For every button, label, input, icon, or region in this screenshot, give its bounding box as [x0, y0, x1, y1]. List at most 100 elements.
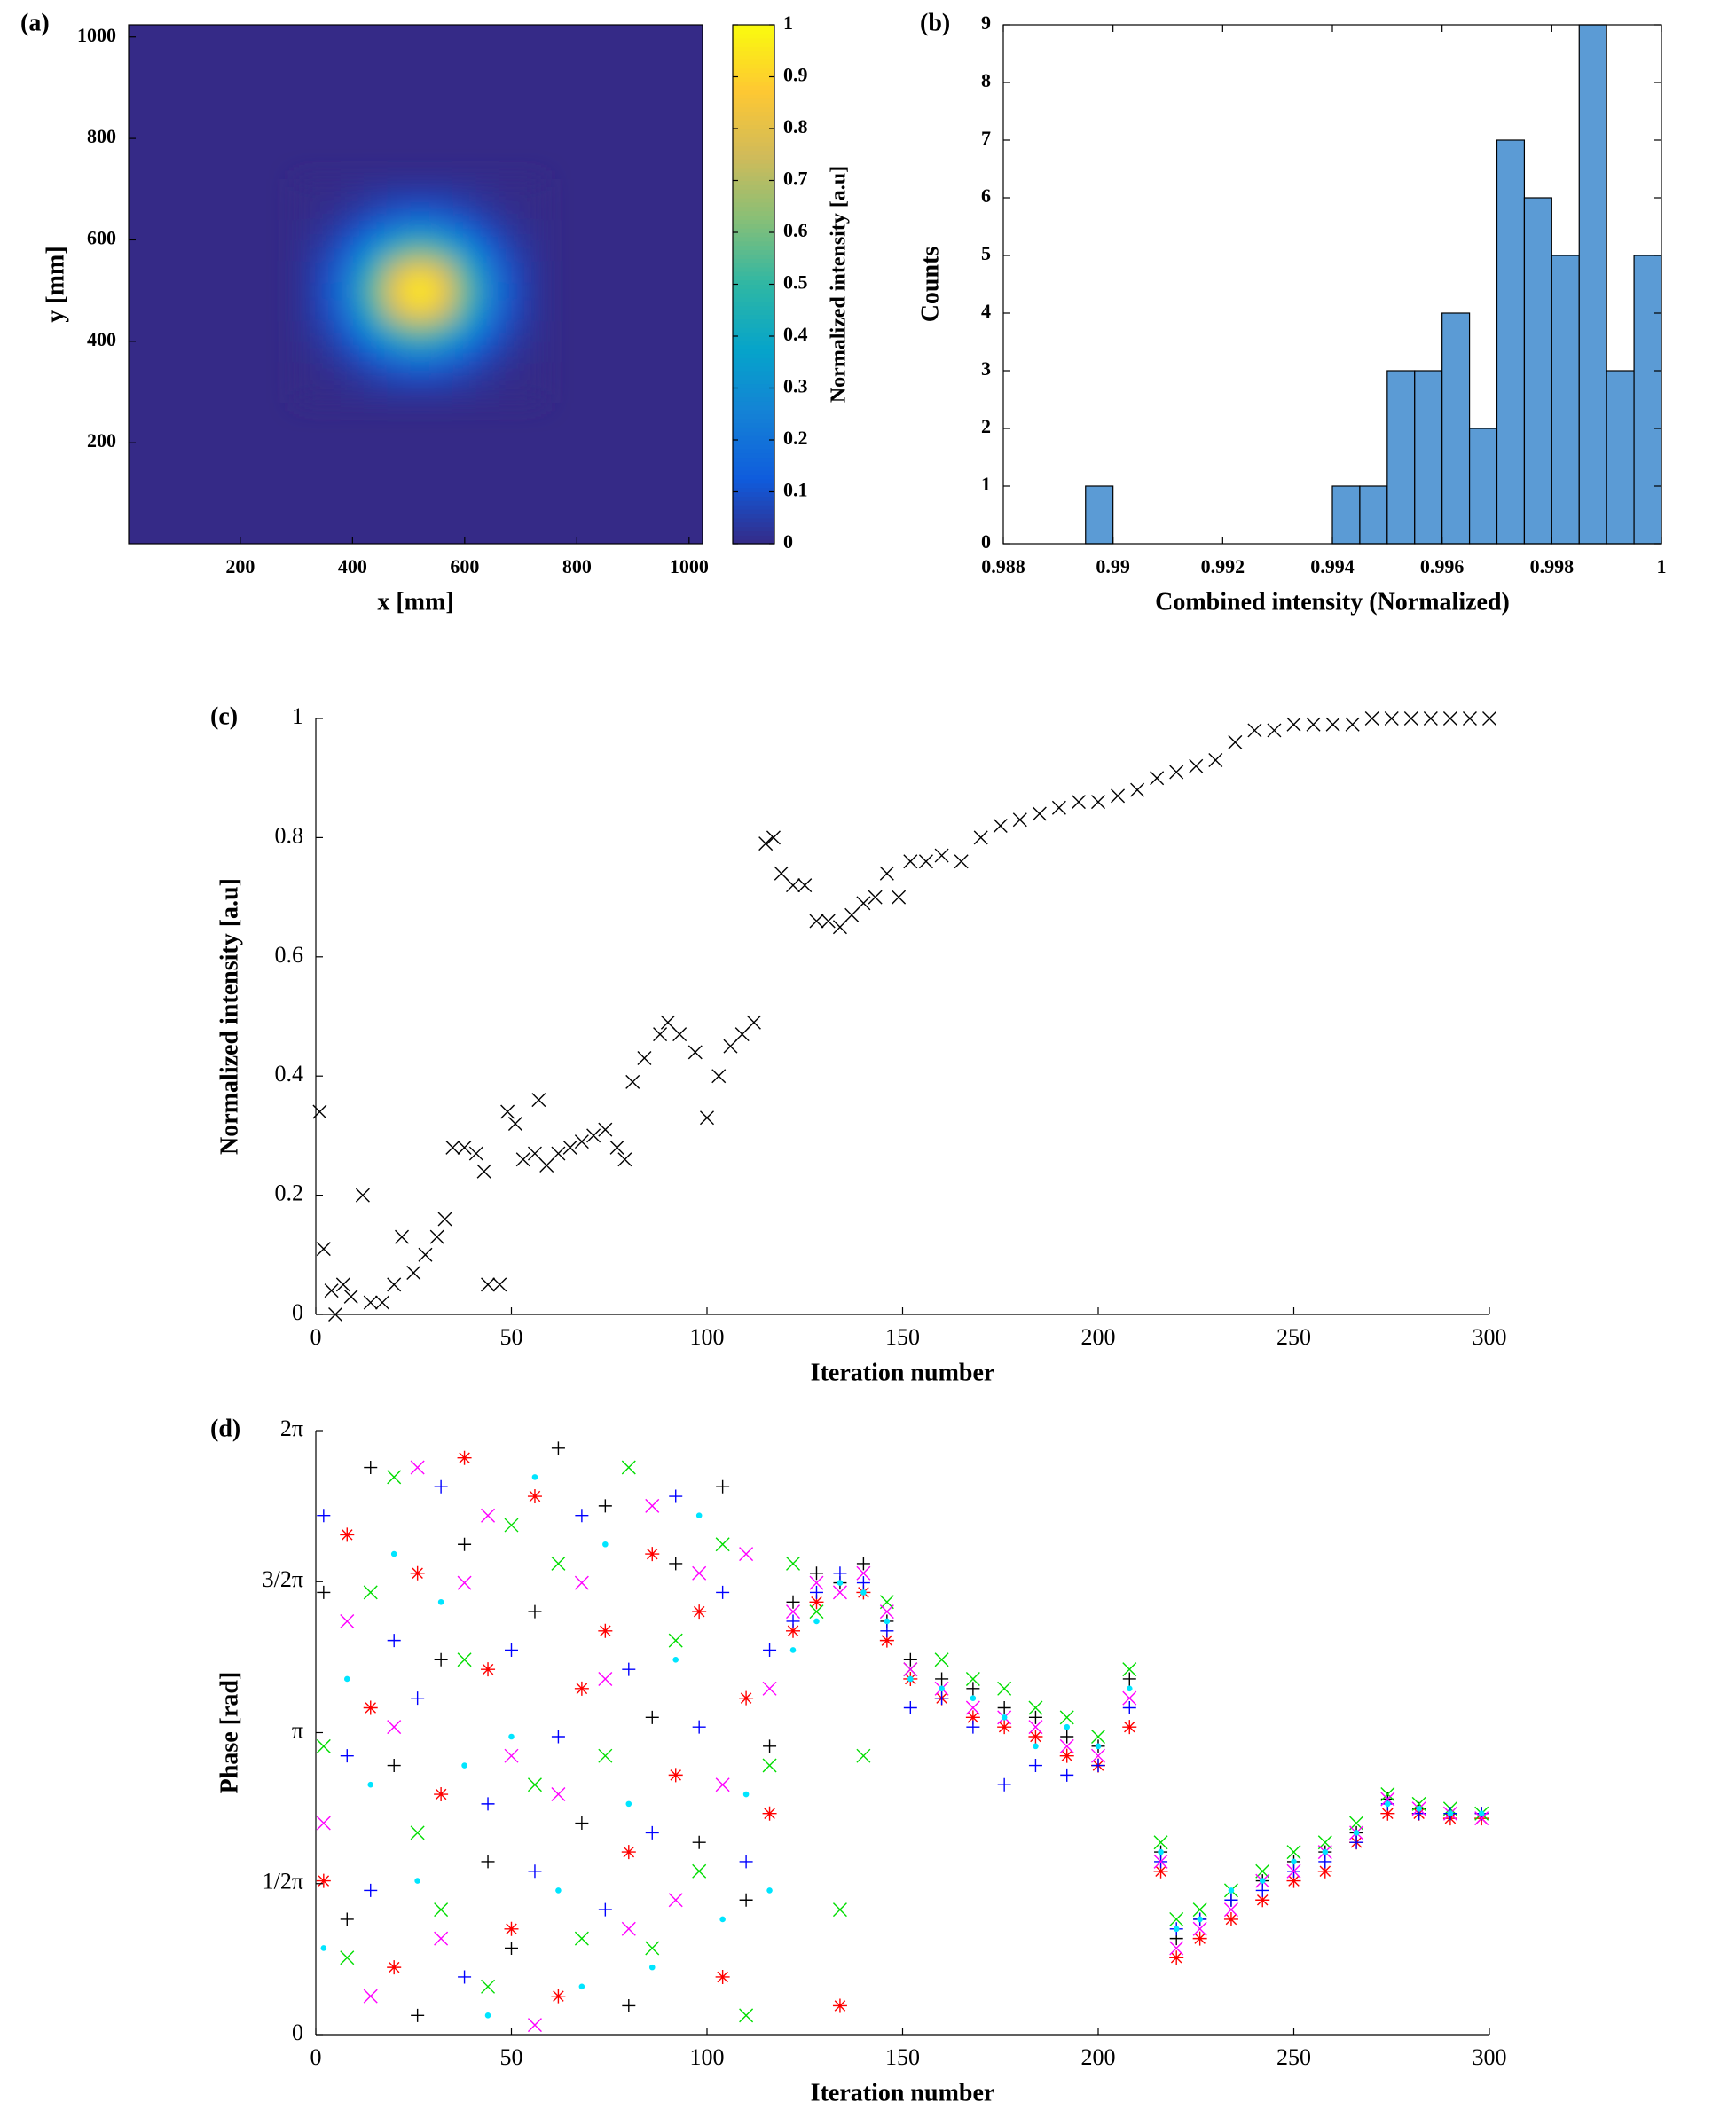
heatmap-cell	[341, 199, 365, 221]
heatmap-cell	[498, 239, 522, 261]
marker	[434, 1652, 448, 1667]
marker	[551, 1146, 566, 1161]
marker	[622, 1998, 636, 2012]
marker	[437, 1212, 452, 1227]
marker	[1169, 1911, 1184, 1926]
marker	[786, 1623, 801, 1638]
marker	[625, 1074, 640, 1089]
y-tick-label: 0	[292, 2020, 303, 2045]
marker	[340, 1950, 355, 1965]
marker	[316, 1816, 331, 1831]
colorbar-strip	[733, 67, 774, 74]
colorbar-tick-label: 0.6	[783, 219, 808, 241]
marker	[598, 1748, 613, 1763]
x-tick-label: 300	[1473, 1324, 1507, 1350]
marker	[903, 854, 918, 869]
heatmap-cell	[430, 280, 454, 302]
heatmap-cell	[386, 219, 410, 240]
colorbar-strip	[733, 526, 774, 531]
heatmap-cell	[296, 219, 319, 240]
heatmap-cell	[475, 361, 499, 383]
marker	[1122, 1700, 1136, 1714]
y-tick-label: 6	[981, 184, 991, 207]
marker	[695, 1512, 703, 1518]
marker	[574, 1575, 589, 1590]
marker	[387, 1759, 401, 1773]
y-tick-label: 2π	[280, 1416, 303, 1441]
colorbar-strip	[733, 366, 774, 372]
colorbar-strip	[733, 539, 774, 545]
colorbar-strip	[733, 344, 774, 350]
marker	[809, 1575, 824, 1590]
heatmap-cell	[408, 341, 432, 363]
histogram-bar	[1441, 312, 1471, 545]
heatmap-cell	[453, 301, 476, 322]
marker	[723, 1039, 738, 1054]
marker	[809, 1595, 824, 1610]
marker	[414, 1878, 420, 1884]
heatmap-cell	[363, 280, 387, 302]
heatmap-cell	[521, 361, 544, 383]
marker	[457, 1575, 472, 1590]
marker	[461, 1762, 467, 1769]
marker	[856, 896, 871, 911]
marker	[515, 1152, 530, 1167]
histogram-bar	[1496, 139, 1526, 545]
marker	[918, 854, 933, 869]
heatmap-cell	[386, 280, 410, 302]
marker	[505, 1643, 518, 1657]
marker	[1158, 1848, 1164, 1855]
heatmap-cell	[453, 341, 476, 363]
marker	[598, 1902, 612, 1917]
marker	[411, 2008, 425, 2022]
marker	[1364, 711, 1379, 726]
heatmap-cell	[498, 341, 522, 363]
heatmap-cell	[296, 341, 319, 363]
heatmap-cell	[363, 381, 387, 403]
colorbar-strip	[733, 37, 774, 43]
marker	[645, 1547, 660, 1562]
marker	[1059, 1710, 1074, 1725]
marker	[965, 1671, 980, 1686]
heatmap-cell	[475, 280, 499, 302]
marker	[715, 1537, 730, 1552]
colorbar-strip	[733, 215, 774, 220]
heatmap-cell	[475, 320, 499, 342]
colorbar-strip	[733, 76, 774, 82]
heatmap-cell	[430, 260, 454, 281]
marker	[574, 1134, 589, 1149]
marker	[555, 1887, 562, 1894]
marker	[367, 1781, 374, 1788]
axes-frame	[128, 24, 703, 545]
colorbar-label: Normalized intensity [a.u]	[828, 166, 851, 403]
marker	[551, 1989, 566, 2004]
colorbar-strip	[733, 198, 774, 203]
heatmap-cell	[386, 361, 410, 383]
marker	[1192, 1931, 1207, 1946]
colorbar-strip	[733, 132, 774, 138]
x-tick-label: 1	[1657, 555, 1667, 577]
marker	[531, 1093, 546, 1108]
marker	[578, 1983, 585, 1990]
marker	[1091, 1748, 1105, 1763]
marker	[970, 1695, 977, 1701]
marker	[809, 1566, 823, 1581]
histogram-bar	[1523, 197, 1552, 545]
heatmap-cell	[430, 361, 454, 383]
marker	[1001, 1714, 1008, 1721]
heatmap-cell	[341, 341, 365, 363]
heatmap-cell	[521, 280, 544, 302]
histogram-bar	[1085, 485, 1114, 545]
colorbar-strip	[733, 452, 774, 459]
colorbar-strip	[733, 224, 774, 229]
colorbar-strip	[733, 422, 774, 428]
marker	[574, 1931, 589, 1946]
histogram-bar	[1633, 255, 1662, 545]
heatmap-cell	[363, 260, 387, 281]
heatmap-cell	[408, 381, 432, 403]
heatmap-cell	[498, 280, 522, 302]
marker	[1267, 723, 1282, 738]
colorbar-strip	[733, 254, 774, 259]
marker	[966, 1720, 980, 1734]
colorbar-strip	[733, 349, 774, 355]
